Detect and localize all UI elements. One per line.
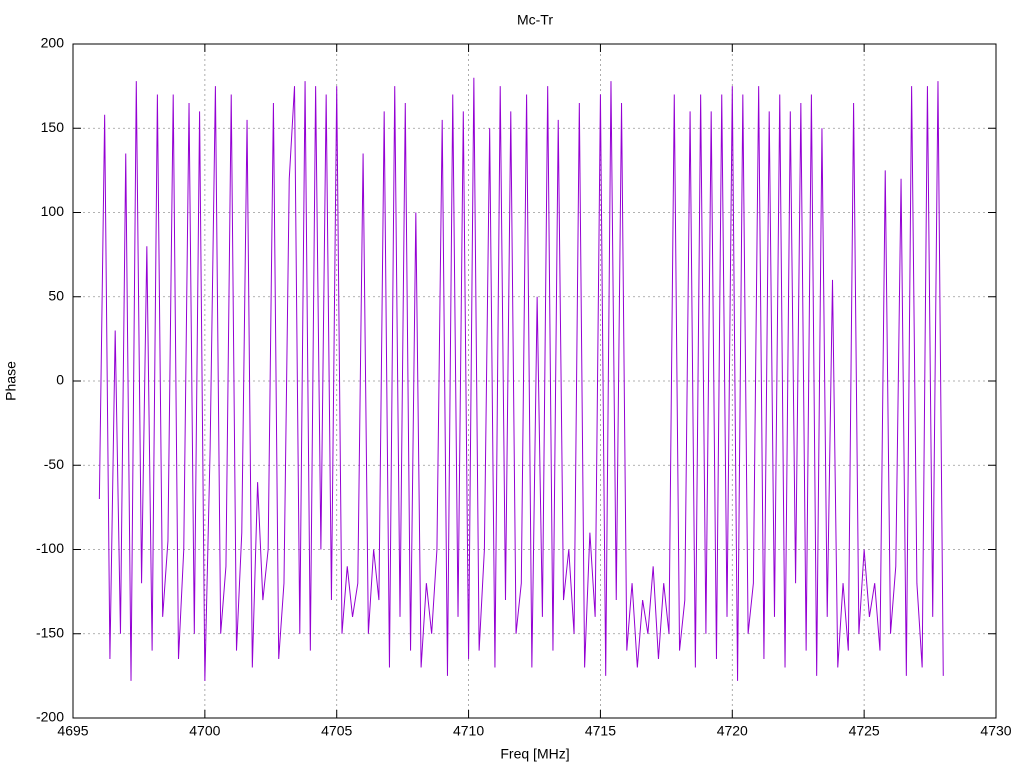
chart-title: Mc-Tr: [517, 12, 553, 28]
x-tick-label: 4695: [57, 723, 88, 739]
y-tick-label: 150: [41, 119, 65, 135]
x-tick-label: 4715: [585, 723, 616, 739]
y-tick-label: -200: [36, 709, 64, 725]
y-tick-label: 200: [41, 35, 65, 51]
x-tick-label: 4725: [849, 723, 880, 739]
data-line: [98, 77, 944, 681]
x-tick-label: 4730: [980, 723, 1011, 739]
x-tick-label: 4720: [717, 723, 748, 739]
y-tick-label: 0: [56, 372, 64, 388]
y-axis-label: Phase: [3, 361, 19, 401]
x-tick-label: 4700: [189, 723, 220, 739]
y-tick-label: -50: [44, 456, 64, 472]
x-tick-label: 4710: [453, 723, 484, 739]
plot-border: [72, 43, 997, 719]
x-tick-label: 4705: [321, 723, 352, 739]
y-tick-label: -150: [36, 624, 64, 640]
y-tick-label: 100: [41, 203, 65, 219]
y-tick-label: -100: [36, 540, 64, 556]
x-axis-label: Freq [MHz]: [500, 746, 569, 762]
y-tick-label: 50: [48, 287, 64, 303]
